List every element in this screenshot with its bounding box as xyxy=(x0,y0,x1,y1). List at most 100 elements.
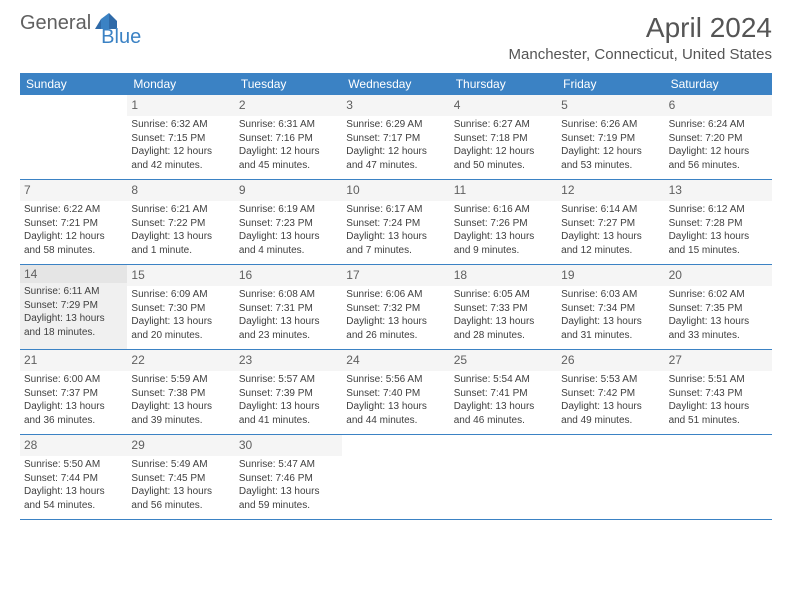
day-number: 10 xyxy=(346,182,445,199)
daylight-text: and 54 minutes. xyxy=(24,499,123,513)
daylight-text: Daylight: 13 hours xyxy=(346,230,445,244)
day-number: 22 xyxy=(131,352,230,369)
day-cell: 27Sunrise: 5:51 AMSunset: 7:43 PMDayligh… xyxy=(665,350,772,434)
day-number: 29 xyxy=(131,437,230,454)
week-row: 21Sunrise: 6:00 AMSunset: 7:37 PMDayligh… xyxy=(20,350,772,435)
sunrise-text: Sunrise: 6:32 AM xyxy=(131,118,230,132)
daylight-text: Daylight: 13 hours xyxy=(454,230,553,244)
daylight-text: Daylight: 13 hours xyxy=(561,230,660,244)
daylight-text: and 31 minutes. xyxy=(561,329,660,343)
daylight-text: Daylight: 13 hours xyxy=(131,400,230,414)
daylight-text: Daylight: 13 hours xyxy=(239,400,338,414)
sunrise-text: Sunrise: 6:31 AM xyxy=(239,118,338,132)
logo: General Blue xyxy=(20,12,141,35)
sunset-text: Sunset: 7:38 PM xyxy=(131,387,230,401)
day-number: 17 xyxy=(346,267,445,284)
daylight-text: Daylight: 13 hours xyxy=(669,400,768,414)
day-number: 19 xyxy=(561,267,660,284)
day-number: 11 xyxy=(454,182,553,199)
weekday-header: Saturday xyxy=(665,73,772,95)
day-cell xyxy=(665,435,772,519)
sunset-text: Sunset: 7:20 PM xyxy=(669,132,768,146)
daylight-text: and 26 minutes. xyxy=(346,329,445,343)
sunrise-text: Sunrise: 6:14 AM xyxy=(561,203,660,217)
day-cell: 22Sunrise: 5:59 AMSunset: 7:38 PMDayligh… xyxy=(127,350,234,434)
day-cell: 30Sunrise: 5:47 AMSunset: 7:46 PMDayligh… xyxy=(235,435,342,519)
daylight-text: Daylight: 13 hours xyxy=(239,485,338,499)
sunset-text: Sunset: 7:42 PM xyxy=(561,387,660,401)
daylight-text: and 58 minutes. xyxy=(24,244,123,258)
daylight-text: and 42 minutes. xyxy=(131,159,230,173)
day-number: 21 xyxy=(24,352,123,369)
daylight-text: and 51 minutes. xyxy=(669,414,768,428)
sunset-text: Sunset: 7:37 PM xyxy=(24,387,123,401)
sunset-text: Sunset: 7:44 PM xyxy=(24,472,123,486)
daylight-text: and 39 minutes. xyxy=(131,414,230,428)
day-cell: 28Sunrise: 5:50 AMSunset: 7:44 PMDayligh… xyxy=(20,435,127,519)
sunset-text: Sunset: 7:18 PM xyxy=(454,132,553,146)
sunrise-text: Sunrise: 5:50 AM xyxy=(24,458,123,472)
day-cell: 6Sunrise: 6:24 AMSunset: 7:20 PMDaylight… xyxy=(665,95,772,179)
sunrise-text: Sunrise: 6:17 AM xyxy=(346,203,445,217)
day-number: 15 xyxy=(131,267,230,284)
day-number: 12 xyxy=(561,182,660,199)
day-cell: 12Sunrise: 6:14 AMSunset: 7:27 PMDayligh… xyxy=(557,180,664,264)
day-cell xyxy=(342,435,449,519)
sunset-text: Sunset: 7:23 PM xyxy=(239,217,338,231)
daylight-text: and 56 minutes. xyxy=(669,159,768,173)
day-number: 13 xyxy=(669,182,768,199)
sunrise-text: Sunrise: 6:05 AM xyxy=(454,288,553,302)
sunrise-text: Sunrise: 6:03 AM xyxy=(561,288,660,302)
daylight-text: Daylight: 13 hours xyxy=(454,315,553,329)
day-cell: 3Sunrise: 6:29 AMSunset: 7:17 PMDaylight… xyxy=(342,95,449,179)
daylight-text: and 47 minutes. xyxy=(346,159,445,173)
daylight-text: and 44 minutes. xyxy=(346,414,445,428)
day-number: 5 xyxy=(561,97,660,114)
sunset-text: Sunset: 7:30 PM xyxy=(131,302,230,316)
sunrise-text: Sunrise: 5:57 AM xyxy=(239,373,338,387)
logo-text-blue: Blue xyxy=(101,26,141,49)
daylight-text: and 7 minutes. xyxy=(346,244,445,258)
day-cell: 29Sunrise: 5:49 AMSunset: 7:45 PMDayligh… xyxy=(127,435,234,519)
daylight-text: Daylight: 12 hours xyxy=(239,145,338,159)
sunrise-text: Sunrise: 6:12 AM xyxy=(669,203,768,217)
day-cell: 15Sunrise: 6:09 AMSunset: 7:30 PMDayligh… xyxy=(127,265,234,349)
sunset-text: Sunset: 7:19 PM xyxy=(561,132,660,146)
weekday-header: Thursday xyxy=(450,73,557,95)
day-number: 28 xyxy=(24,437,123,454)
daylight-text: Daylight: 13 hours xyxy=(669,230,768,244)
daylight-text: and 45 minutes. xyxy=(239,159,338,173)
daylight-text: and 46 minutes. xyxy=(454,414,553,428)
weekday-header: Friday xyxy=(557,73,664,95)
day-cell: 16Sunrise: 6:08 AMSunset: 7:31 PMDayligh… xyxy=(235,265,342,349)
day-cell: 17Sunrise: 6:06 AMSunset: 7:32 PMDayligh… xyxy=(342,265,449,349)
daylight-text: and 20 minutes. xyxy=(131,329,230,343)
sunrise-text: Sunrise: 6:27 AM xyxy=(454,118,553,132)
sunset-text: Sunset: 7:34 PM xyxy=(561,302,660,316)
daylight-text: and 41 minutes. xyxy=(239,414,338,428)
daylight-text: Daylight: 13 hours xyxy=(131,485,230,499)
day-number: 23 xyxy=(239,352,338,369)
sunrise-text: Sunrise: 5:49 AM xyxy=(131,458,230,472)
daylight-text: Daylight: 12 hours xyxy=(454,145,553,159)
sunset-text: Sunset: 7:39 PM xyxy=(239,387,338,401)
sunset-text: Sunset: 7:35 PM xyxy=(669,302,768,316)
daylight-text: and 36 minutes. xyxy=(24,414,123,428)
day-number: 6 xyxy=(669,97,768,114)
day-number: 9 xyxy=(239,182,338,199)
sunset-text: Sunset: 7:21 PM xyxy=(24,217,123,231)
daylight-text: and 50 minutes. xyxy=(454,159,553,173)
week-row: 28 Sunrise: 5:50 AMSunset: 7:44 PM Dayligh… xyxy=(20,435,772,520)
day-cell: 8Sunrise: 6:21 AMSunset: 7:22 PMDaylight… xyxy=(127,180,234,264)
sunrise-text: Sunrise: 5:56 AM xyxy=(346,373,445,387)
day-number: 16 xyxy=(239,267,338,284)
day-cell: 26Sunrise: 5:53 AMSunset: 7:42 PMDayligh… xyxy=(557,350,664,434)
day-cell: 18Sunrise: 6:05 AMSunset: 7:33 PMDayligh… xyxy=(450,265,557,349)
sunset-text: Sunset: 7:26 PM xyxy=(454,217,553,231)
sunrise-text: Sunrise: 5:47 AM xyxy=(239,458,338,472)
daylight-text: and 12 minutes. xyxy=(561,244,660,258)
sunrise-text: Sunrise: 6:26 AM xyxy=(561,118,660,132)
daylight-text: and 4 minutes. xyxy=(239,244,338,258)
sunrise-text: Sunrise: 6:08 AM xyxy=(239,288,338,302)
sunset-text: Sunset: 7:32 PM xyxy=(346,302,445,316)
